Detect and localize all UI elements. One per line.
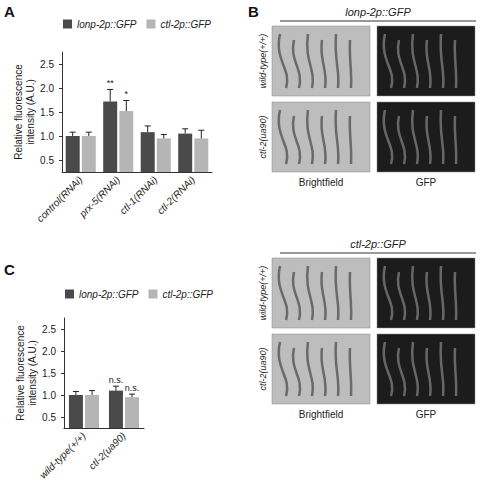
svg-text:GFP: GFP xyxy=(416,409,437,420)
svg-text:1.0: 1.0 xyxy=(40,131,54,142)
svg-text:ctl-2p::GFP: ctl-2p::GFP xyxy=(162,289,213,300)
svg-text:1.5: 1.5 xyxy=(40,107,54,118)
svg-text:ctl-2(RNAi): ctl-2(RNAi) xyxy=(155,174,197,216)
svg-text:Relative fluorescence: Relative fluorescence xyxy=(13,64,24,160)
svg-text:n.s.: n.s. xyxy=(109,375,124,385)
svg-text:Brightfield: Brightfield xyxy=(299,177,343,188)
svg-text:B: B xyxy=(248,3,259,20)
svg-text:ctl-2p::GFP: ctl-2p::GFP xyxy=(350,238,406,250)
svg-text:*: * xyxy=(125,89,129,99)
svg-text:control(RNAi): control(RNAi) xyxy=(34,174,84,224)
svg-text:0.5: 0.5 xyxy=(42,412,56,423)
svg-text:2.5: 2.5 xyxy=(42,324,56,335)
svg-text:1.5: 1.5 xyxy=(42,368,56,379)
svg-text:ctl-2(ua90): ctl-2(ua90) xyxy=(86,430,128,472)
svg-text:GFP: GFP xyxy=(416,177,437,188)
svg-text:ctl-2(ua90): ctl-2(ua90) xyxy=(258,115,268,158)
svg-text:C: C xyxy=(4,261,15,278)
svg-text:**: ** xyxy=(107,78,115,88)
svg-text:ctl-2(ua90): ctl-2(ua90) xyxy=(258,347,268,390)
svg-text:2.0: 2.0 xyxy=(40,83,54,94)
svg-text:Brightfield: Brightfield xyxy=(299,409,343,420)
svg-text:wild-type(+/+): wild-type(+/+) xyxy=(37,430,88,481)
svg-text:Relative fluorescence: Relative fluorescence xyxy=(15,325,26,421)
svg-text:wild-type(+/+): wild-type(+/+) xyxy=(258,34,268,89)
svg-text:lonp-2p::GFP: lonp-2p::GFP xyxy=(79,289,139,300)
svg-text:intensity (A.U.): intensity (A.U.) xyxy=(25,79,36,145)
svg-text:prx-5(RNAi): prx-5(RNAi) xyxy=(76,174,122,220)
svg-text:2.5: 2.5 xyxy=(40,59,54,70)
svg-text:0.5: 0.5 xyxy=(40,155,54,166)
svg-text:1.0: 1.0 xyxy=(42,390,56,401)
svg-text:lonp-2p::GFP: lonp-2p::GFP xyxy=(77,19,137,30)
svg-text:wild-type(+/+): wild-type(+/+) xyxy=(258,266,268,321)
svg-text:ctl-1(RNAi): ctl-1(RNAi) xyxy=(117,174,159,216)
svg-text:intensity (A.U.): intensity (A.U.) xyxy=(27,340,38,406)
svg-text:ctl-2p::GFP: ctl-2p::GFP xyxy=(160,19,211,30)
svg-text:2.0: 2.0 xyxy=(42,346,56,357)
svg-text:A: A xyxy=(4,3,15,20)
svg-text:n.s.: n.s. xyxy=(125,383,140,393)
svg-text:lonp-2p::GFP: lonp-2p::GFP xyxy=(345,6,411,18)
